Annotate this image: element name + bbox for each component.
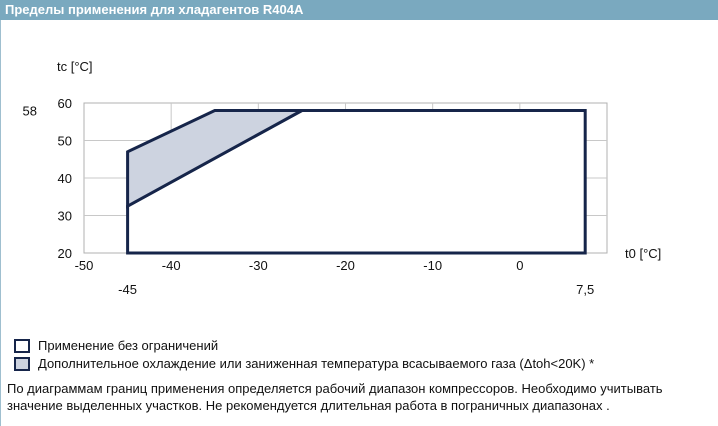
x-tick-label: -50: [75, 258, 94, 273]
explanation-note: По диаграммам границ применения определя…: [7, 380, 717, 414]
legend-label-unrestricted: Применение без ограничений: [38, 338, 219, 353]
x-axis-title: t0 [°C]: [625, 246, 661, 261]
x-tick-label: -20: [336, 258, 355, 273]
y-limit-label: 58: [23, 104, 37, 119]
chart-panel: -50 -40 -30 -20 -10 0 20 30 40 50 60 -45 7,5 58 tc [°C…: [0, 20, 718, 426]
envelope-unrestricted-region: [126, 109, 587, 255]
y-tick-label: 40: [58, 171, 72, 186]
application-limits-chart: -50 -40 -30 -20 -10 0 20 30 40 50 60 -45 7,5 58 tc [°C…: [23, 59, 662, 297]
x-tick-label: -10: [423, 258, 442, 273]
y-tick-label: 50: [58, 134, 72, 149]
note-line-1: По диаграммам границ применения определя…: [7, 381, 663, 396]
y-tick-label: 60: [58, 96, 72, 111]
x-limit-label: -45: [118, 282, 137, 297]
x-tick-label: -30: [249, 258, 268, 273]
envelope-extra-cooling-region: [126, 109, 303, 209]
y-tick-label: 20: [58, 246, 72, 261]
legend-swatch-extra-cooling: [14, 357, 30, 371]
note-line-2: значение выделенных участков. Не рекомен…: [7, 398, 610, 413]
x-tick-label: -40: [162, 258, 181, 273]
page-title: Пределы применения для хладагентов R404A: [0, 0, 718, 20]
x-limit-label: 7,5: [576, 282, 594, 297]
legend-label-extra-cooling: Дополнительное охлаждение или заниженная…: [38, 356, 595, 371]
x-tick-label: 0: [516, 258, 523, 273]
y-axis-title: tc [°C]: [57, 59, 93, 74]
legend-swatch-unrestricted: [14, 339, 30, 353]
y-tick-label: 30: [58, 209, 72, 224]
